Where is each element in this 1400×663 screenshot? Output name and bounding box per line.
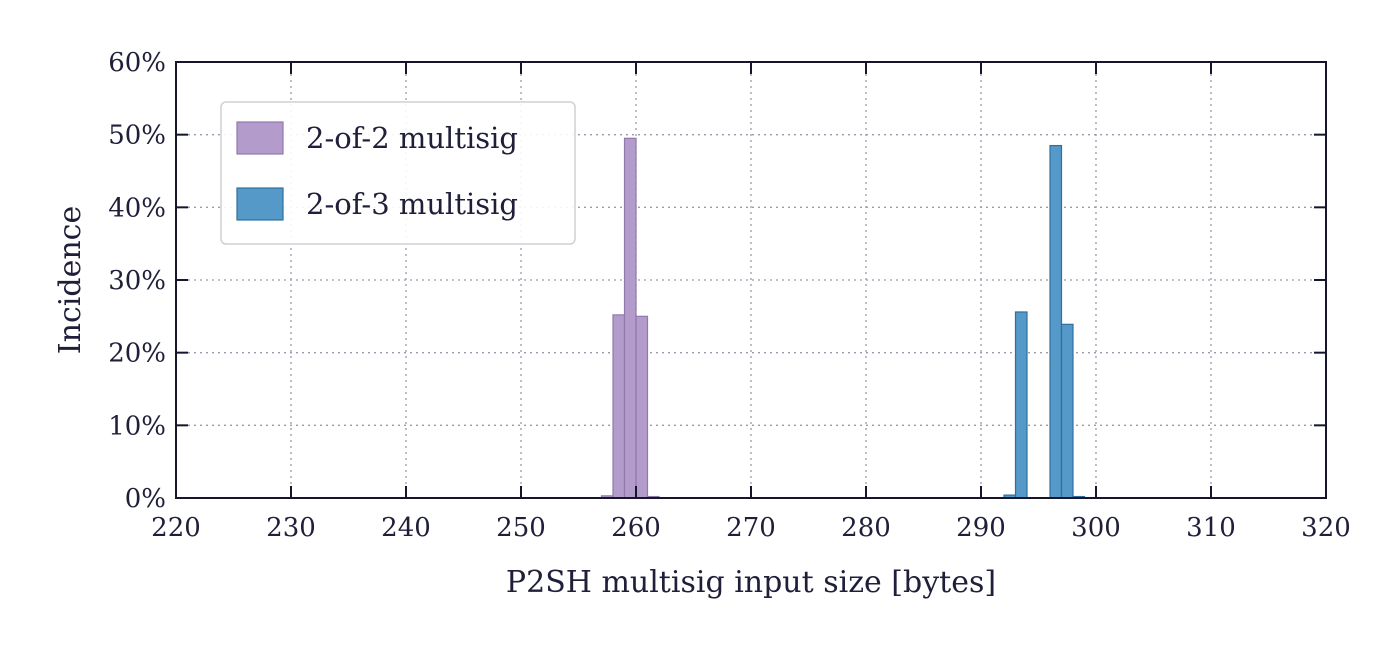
- legend-swatch-2of3: [236, 187, 284, 221]
- legend: 2-of-2 multisig 2-of-3 multisig: [220, 101, 576, 245]
- y-tick-label-40: 40%: [108, 193, 166, 223]
- x-tick-label-320: 320: [1301, 513, 1351, 543]
- y-tick-label-10: 10%: [108, 411, 166, 441]
- x-tick-labels: 220 230 240 250 260 270 280 290 300 310 320: [151, 513, 1351, 543]
- x-tick-label-220: 220: [151, 513, 201, 543]
- x-tick-label-280: 280: [841, 513, 891, 543]
- x-tick-label-310: 310: [1186, 513, 1236, 543]
- y-tick-labels: 0% 10% 20% 30% 40% 50% 60%: [108, 48, 166, 514]
- legend-label-2of2: 2-of-2 multisig: [306, 121, 518, 155]
- bar-series0-258: [612, 314, 626, 499]
- y-tick-label-50: 50%: [108, 121, 166, 151]
- x-tick-label-290: 290: [956, 513, 1006, 543]
- y-axis-title: Incidence: [53, 206, 88, 354]
- x-tick-label-250: 250: [496, 513, 546, 543]
- x-tick-label-230: 230: [266, 513, 316, 543]
- y-tick-label-60: 60%: [108, 48, 166, 78]
- bar-series1-293: [1014, 311, 1028, 499]
- x-axis-title: P2SH multisig input size [bytes]: [506, 565, 996, 600]
- y-tick-label-30: 30%: [108, 266, 166, 296]
- legend-swatch-2of2: [236, 121, 284, 155]
- x-tick-label-240: 240: [381, 513, 431, 543]
- x-tick-label-270: 270: [726, 513, 776, 543]
- x-tick-label-260: 260: [611, 513, 661, 543]
- bars: [600, 137, 1086, 499]
- y-tick-label-0: 0%: [125, 484, 166, 514]
- y-tick-label-20: 20%: [108, 339, 166, 369]
- legend-label-2of3: 2-of-3 multisig: [306, 187, 518, 221]
- bar-series1-297: [1060, 323, 1074, 499]
- x-tick-label-300: 300: [1071, 513, 1121, 543]
- bar-series1-296: [1049, 144, 1063, 499]
- bar-series0-260: [635, 315, 649, 499]
- legend-box: [220, 101, 576, 245]
- bar-series0-259: [623, 137, 637, 499]
- axis-ticks: [175, 61, 1327, 499]
